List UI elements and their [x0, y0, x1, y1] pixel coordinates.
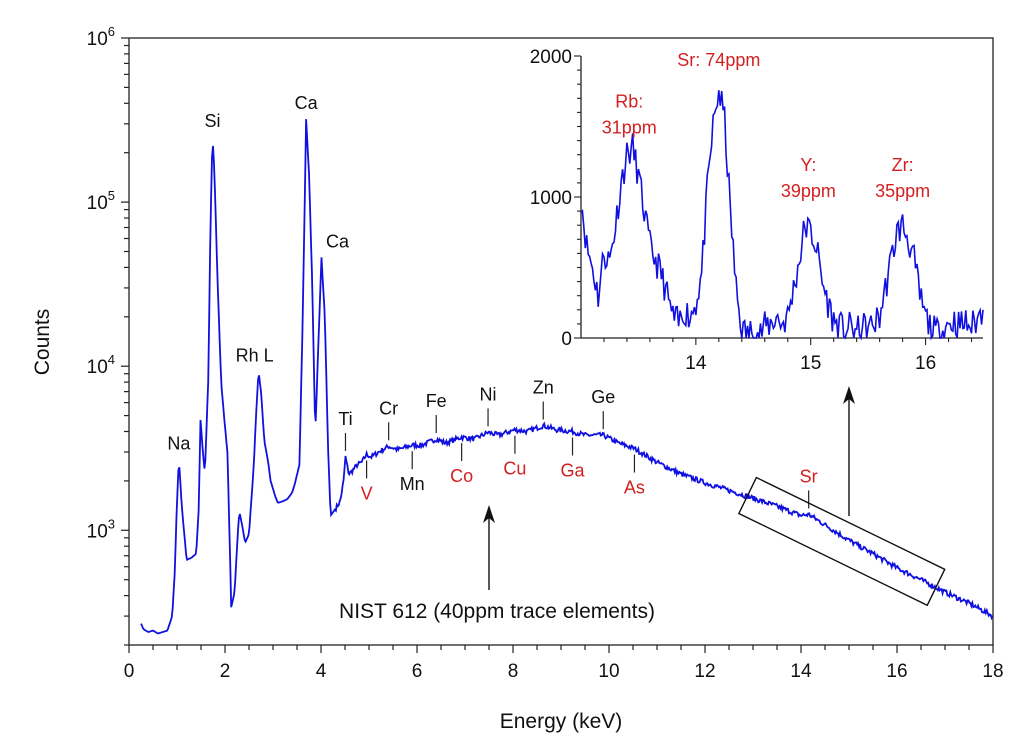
spectrum-line: [140, 119, 994, 635]
x-tick-label: 0: [124, 661, 135, 682]
peak-label: Mn: [400, 451, 425, 494]
x-tick-label: 18: [982, 661, 1003, 682]
peak-label: Sr: [800, 466, 818, 509]
x-tick-label: 4: [316, 661, 327, 682]
peak-label: Cu: [503, 435, 526, 479]
peak-label: Ca: [326, 231, 350, 251]
annotation-arrow: [483, 505, 495, 590]
inset-peak-label-text: Sr: 74ppm: [677, 50, 760, 70]
inset-x-tick-label: 15: [800, 353, 821, 374]
peak-label: V: [361, 460, 373, 503]
zoom-region-box: [737, 476, 946, 607]
peak-label: Ni: [480, 384, 497, 427]
peak-label-text: V: [361, 483, 373, 503]
peak-label-text: Si: [205, 111, 221, 131]
x-tick-label: 8: [508, 661, 519, 682]
peak-label-text: As: [624, 478, 645, 498]
inset-peak-label-text: Zr:: [892, 155, 914, 175]
peak-label-text: Cu: [503, 459, 526, 479]
peak-label: Zn: [533, 378, 554, 420]
y-tick-label: 105: [87, 188, 115, 214]
inset-peak-label-text: 35ppm: [875, 181, 930, 201]
annotations: [483, 386, 946, 607]
peak-label: Ca: [295, 93, 319, 113]
main-spectrum-series: [140, 119, 994, 635]
x-tick-label: 6: [412, 661, 423, 682]
peak-label: Ga: [561, 437, 586, 481]
inset-arrow: [843, 386, 855, 516]
peak-label: Fe: [426, 391, 447, 434]
peak-label-text: Ga: [561, 461, 586, 481]
x-tick-label: 14: [790, 661, 812, 682]
peak-label: Ge: [591, 387, 615, 430]
y-axis-label: Counts: [31, 309, 54, 376]
peak-label-text: Ti: [338, 409, 352, 429]
inset-x-tick-label: 16: [915, 353, 936, 374]
annotation-text: NIST 612 (40ppm trace elements): [339, 600, 655, 623]
inset-y-tick-label: 2000: [530, 47, 572, 68]
peak-label-text: Sr: [800, 466, 818, 486]
peak-label-text: Rh L: [236, 345, 274, 365]
peak-label-text: Ca: [295, 93, 319, 113]
inset-spectrum-line: [580, 90, 984, 341]
y-tick-label: 103: [87, 516, 115, 542]
inset-peak-label: Y: 39ppm: [781, 155, 836, 201]
main-peak-labels: Na Si Rh L Ca Ca Ti V Cr Mn Fe Co Ni Cu Zn Ga Ge As Sr: [167, 93, 818, 509]
peak-label-text: Mn: [400, 474, 425, 494]
peak-label-text: Na: [167, 434, 191, 454]
peak-label-text: Zn: [533, 378, 554, 398]
x-axis-label: Energy (keV): [500, 710, 623, 733]
peak-label: Cr: [379, 398, 398, 441]
peak-label-text: Cr: [379, 398, 398, 418]
inset-peak-label: Sr: 74ppm: [677, 50, 760, 70]
peak-label-text: Ca: [326, 231, 350, 251]
arrow-head: [483, 505, 495, 523]
peak-label-text: Co: [450, 466, 473, 486]
y-tick-label: 104: [87, 352, 115, 378]
inset-peak-label: Rb: 31ppm: [602, 92, 657, 138]
peak-label-text: Ni: [480, 384, 497, 404]
peak-label: Ti: [338, 409, 353, 451]
peak-label-text: Fe: [426, 391, 447, 411]
inset-peak-label-text: 39ppm: [781, 181, 836, 201]
peak-label: Co: [450, 443, 473, 486]
arrow-head: [843, 386, 855, 404]
inset-y-tick-label: 0: [561, 329, 572, 350]
main-axis-ticks: 0 2 4 6 8 10 12 14 16 18 103 104 105 106: [87, 24, 1004, 682]
peak-label: Na: [167, 434, 191, 454]
inset-plot: 14 15 16 0 1000 2000 Rb: 31ppm Sr: 74ppm Y: 39ppm Z…: [530, 47, 984, 374]
y-tick-label: 106: [87, 24, 115, 50]
peak-label: Si: [205, 111, 221, 131]
inset-peak-label-text: 31ppm: [602, 118, 657, 138]
inset-peak-label-text: Y:: [800, 155, 816, 175]
x-tick-label: 16: [886, 661, 907, 682]
peak-label: As: [624, 454, 645, 498]
peak-label: Rh L: [236, 345, 274, 365]
peak-label-text: Ge: [591, 387, 615, 407]
x-tick-label: 12: [694, 661, 715, 682]
inset-y-tick-label: 1000: [530, 188, 572, 209]
x-tick-label: 10: [598, 661, 619, 682]
x-tick-label: 2: [220, 661, 231, 682]
inset-peak-label: Zr: 35ppm: [875, 155, 930, 201]
inset-peak-label-text: Rb:: [615, 92, 643, 112]
inset-x-tick-label: 14: [685, 353, 707, 374]
